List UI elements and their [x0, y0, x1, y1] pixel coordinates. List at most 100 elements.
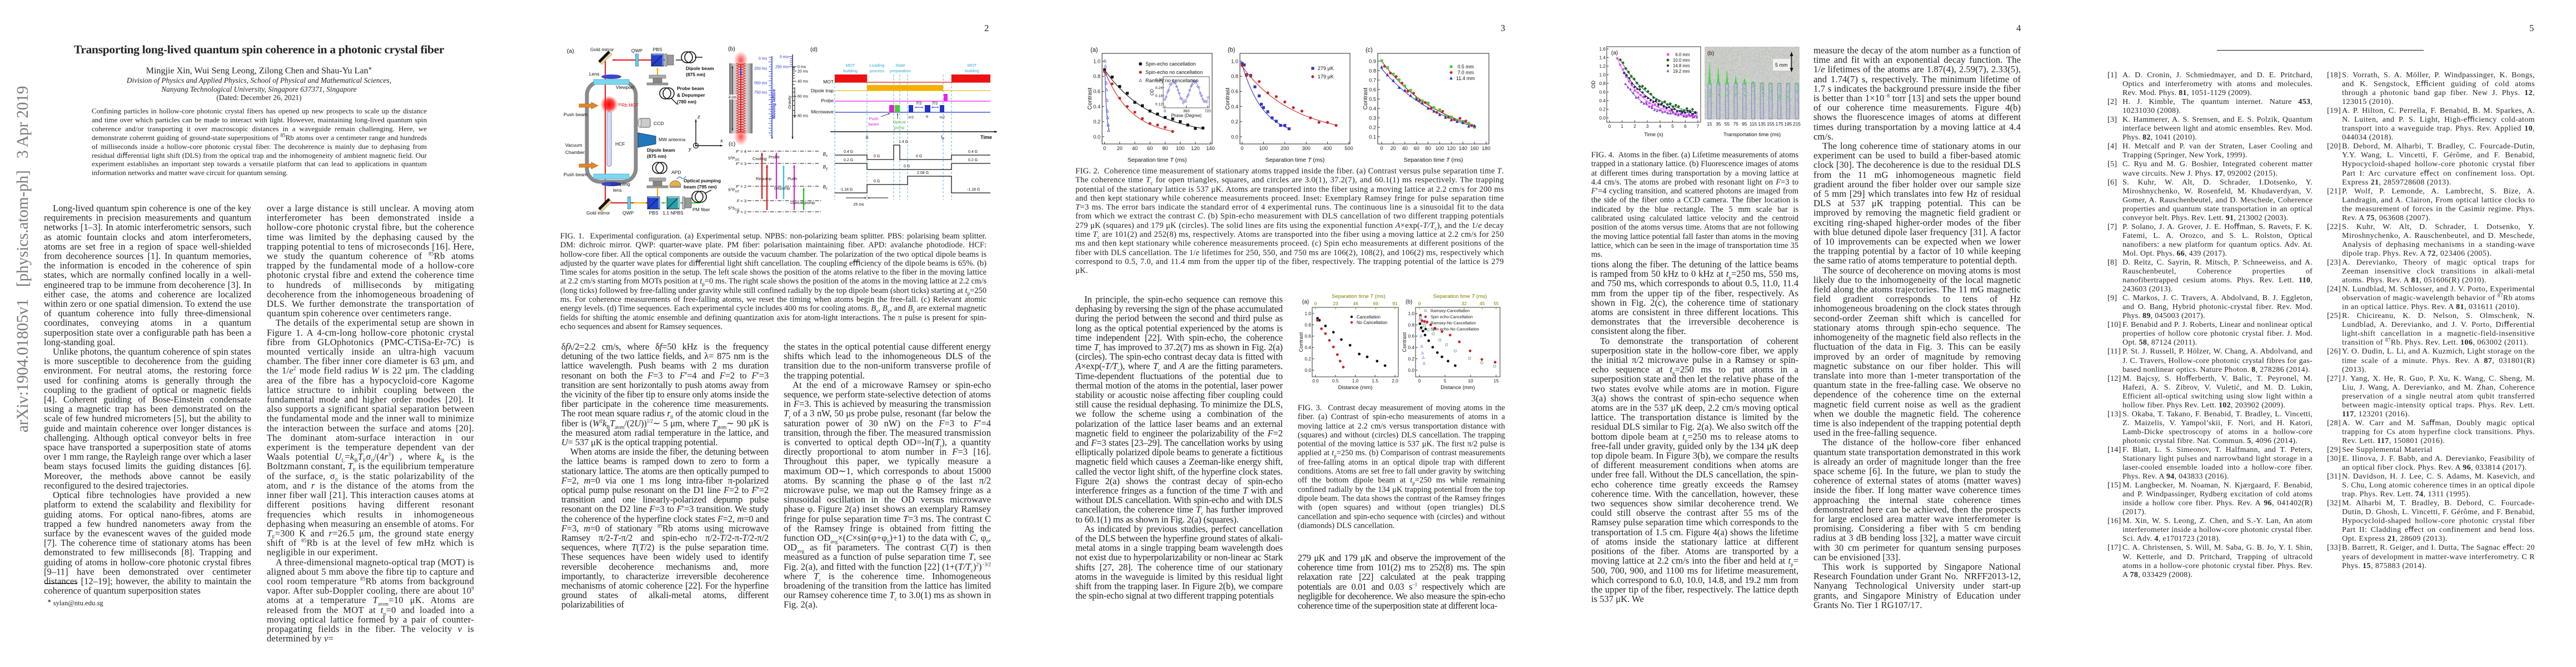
svg-text:60: 60: [1147, 146, 1153, 151]
svg-text:0.7: 0.7: [1369, 77, 1376, 83]
svg-text:180: 180: [1482, 146, 1491, 151]
svg-text:1.0: 1.0: [1231, 58, 1238, 64]
svg-text:20: 20: [1117, 146, 1123, 151]
svg-text:1: 1: [1621, 123, 1623, 129]
svg-text:200: 200: [1280, 146, 1289, 151]
svg-text:Cooling: Cooling: [753, 156, 766, 161]
svg-text:0.8: 0.8: [1093, 74, 1100, 79]
svg-text:15: 15: [1493, 378, 1499, 384]
svg-text:Dipole trap: Dipole trap: [811, 88, 834, 93]
svg-text:85Rb MOT: 85Rb MOT: [618, 103, 639, 108]
svg-text:60 ms: 60 ms: [798, 95, 809, 99]
svg-text:0.6: 0.6: [1231, 89, 1238, 94]
svg-text:0: 0: [1418, 301, 1421, 306]
svg-text:0.18: 0.18: [1155, 94, 1163, 98]
svg-text:0.12: 0.12: [1155, 102, 1163, 106]
svg-text:Ramsey no cencellation: Ramsey no cencellation: [1145, 78, 1199, 83]
svg-text:Push beam: Push beam: [564, 112, 587, 117]
svg-text:0.0: 0.0: [1231, 134, 1238, 140]
svg-text:Cancellation: Cancellation: [1357, 315, 1381, 320]
svg-text:140: 140: [1458, 146, 1467, 151]
svg-text:20 ms: 20 ms: [798, 69, 809, 73]
svg-text:(a): (a): [567, 48, 574, 54]
svg-text:Ramsey-Cancellation: Ramsey-Cancellation: [1431, 308, 1469, 313]
svg-text:T/2: T/2: [932, 101, 938, 106]
svg-text:Contrast: Contrast: [1224, 88, 1231, 110]
svg-text:0.0: 0.0: [1312, 378, 1319, 384]
svg-text:Microwave: Microwave: [811, 109, 834, 115]
svg-text:60: 60: [1414, 146, 1419, 151]
svg-text:0 G: 0 G: [904, 165, 910, 168]
svg-text:State: State: [895, 63, 905, 68]
svg-text:APD: APD: [671, 170, 681, 175]
svg-text:55: 55: [1725, 121, 1730, 127]
svg-text:HCF: HCF: [615, 141, 625, 147]
svg-text:Ramsey-No Cancellation: Ramsey-No Cancellation: [1431, 321, 1476, 326]
svg-text:Time (s): Time (s): [1644, 132, 1663, 138]
svg-text:MOT: MOT: [968, 63, 977, 68]
svg-text:PBS: PBS: [649, 210, 658, 216]
svg-text:0.2 G: 0.2 G: [844, 158, 853, 162]
svg-text:0: 0: [1103, 146, 1106, 151]
svg-text:Probe: Probe: [821, 98, 834, 103]
svg-text:(a): (a): [1090, 47, 1098, 53]
svg-text:building: building: [965, 68, 979, 73]
svg-text:0 ms: 0 ms: [798, 66, 806, 69]
svg-text:0.2: 0.2: [1599, 106, 1606, 112]
svg-text:Loading: Loading: [870, 63, 885, 68]
svg-text:PBS: PBS: [652, 47, 662, 52]
svg-text:0 G: 0 G: [916, 155, 922, 158]
svg-text:0.4 G: 0.4 G: [844, 150, 853, 154]
svg-text:Contrast: Contrast: [1362, 88, 1369, 110]
svg-text:tp: tp: [941, 134, 944, 141]
svg-text:0.8: 0.8: [1408, 322, 1414, 327]
svg-text:46: 46: [1353, 301, 1359, 306]
svg-text:120: 120: [1447, 146, 1456, 151]
svg-text:0.8: 0.8: [1231, 74, 1238, 79]
svg-text:Phase (Degree): Phase (Degree): [1171, 113, 1202, 118]
svg-text:-1.18 G: -1.18 G: [840, 188, 853, 192]
svg-text:Push: Push: [788, 176, 797, 181]
svg-text:0.0: 0.0: [1093, 134, 1100, 140]
svg-text:2.08 G: 2.08 G: [917, 171, 929, 175]
svg-text:20: 20: [1391, 146, 1396, 151]
svg-text:52P1/2: 52P1/2: [728, 187, 739, 193]
svg-text:Gold mirror: Gold mirror: [586, 210, 610, 216]
svg-text:91: 91: [1392, 301, 1398, 306]
svg-text:MOT: MOT: [823, 79, 834, 84]
svg-text:QWP: QWP: [631, 48, 643, 53]
svg-text:215: 215: [1793, 121, 1801, 127]
svg-text:(c): (c): [1366, 47, 1373, 53]
svg-text:lens: lens: [613, 187, 622, 193]
svg-text:52P3/2: 52P3/2: [728, 156, 739, 162]
svg-text:MOT: MOT: [846, 63, 855, 68]
svg-text:0: 0: [866, 135, 869, 140]
svg-text:Bz: Bz: [823, 185, 828, 191]
svg-text:1.6: 1.6: [1599, 46, 1606, 52]
svg-text:80 ms: 80 ms: [798, 115, 809, 118]
svg-text:1.0: 1.0: [1599, 72, 1606, 77]
svg-text:F′ = 3: F′ = 3: [736, 161, 746, 166]
svg-text:π/2: π/2: [908, 116, 914, 120]
svg-text:Contrast: Contrast: [1087, 88, 1093, 110]
svg-text:10: 10: [1468, 378, 1473, 384]
svg-text:1.5: 1.5: [1372, 378, 1378, 384]
svg-text:1.0: 1.0: [1352, 378, 1359, 384]
svg-text:69: 69: [1373, 301, 1379, 306]
svg-text:250 ms: 250 ms: [775, 66, 788, 69]
svg-text:80: 80: [1425, 146, 1431, 151]
svg-text:z: z: [697, 114, 700, 120]
svg-text:process: process: [870, 68, 885, 73]
svg-text:500: 500: [1344, 146, 1353, 151]
svg-text:0.8: 0.8: [1369, 68, 1376, 73]
svg-text:OD: OD: [1150, 89, 1155, 96]
svg-text:0: 0: [1608, 123, 1611, 129]
svg-text:0.4 G: 0.4 G: [968, 150, 978, 154]
svg-text:1.0: 1.0: [1304, 311, 1311, 316]
svg-text:1:1 NPBS: 1:1 NPBS: [662, 210, 684, 216]
svg-text:160: 160: [1470, 146, 1479, 151]
svg-text:115: 115: [1750, 121, 1757, 127]
svg-text:45: 45: [1479, 301, 1485, 306]
svg-text:(d): (d): [810, 46, 818, 53]
svg-text:0.2: 0.2: [1369, 125, 1376, 130]
